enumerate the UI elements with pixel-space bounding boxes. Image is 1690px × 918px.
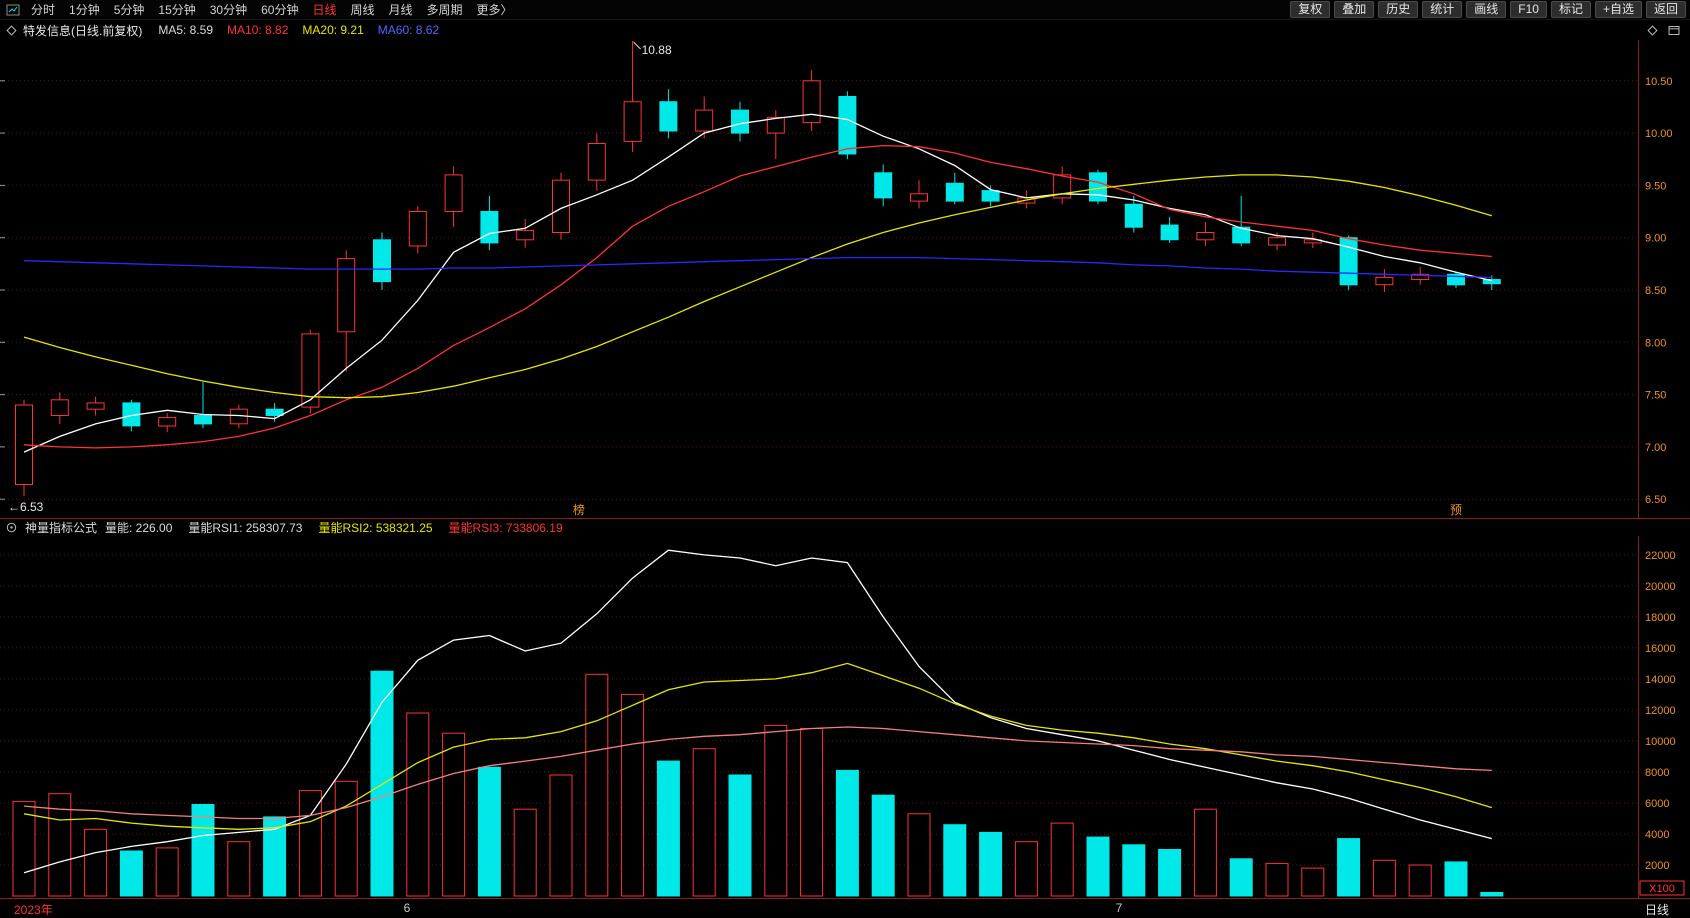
- maximize-pane-icon[interactable]: [1668, 25, 1680, 36]
- chart-title: 特发信息(日线.前复权): [23, 23, 143, 38]
- svg-text:8.50: 8.50: [1645, 285, 1666, 297]
- event-marker-预[interactable]: 预: [1450, 503, 1462, 517]
- period-tab-30分钟[interactable]: 30分钟: [209, 3, 248, 17]
- period-tab-多周期[interactable]: 多周期: [426, 3, 463, 17]
- svg-text:9.50: 9.50: [1645, 180, 1666, 192]
- indicator-field-0: 量能: 226.00: [105, 521, 173, 535]
- toolbar-button-返回[interactable]: 返回: [1645, 1, 1686, 18]
- toolbar-buttons: 复权 叠加 历史 统计 画线 F10 标记 +自选 返回: [1286, 1, 1686, 18]
- event-marker-榜[interactable]: 榜: [573, 502, 585, 517]
- ma-label-MA60: MA60: 8.62: [377, 23, 440, 37]
- indicator-field-1: 量能RSI1: 258307.73: [188, 521, 303, 535]
- svg-text:22000: 22000: [1645, 550, 1676, 562]
- period-tab-分时[interactable]: 分时: [31, 3, 56, 17]
- svg-text:8000: 8000: [1645, 767, 1669, 779]
- toolbar-button-F10[interactable]: F10: [1510, 1, 1547, 18]
- annotations-layer: 10.88 ←6.53: [8, 41, 672, 514]
- period-tab-更多〉[interactable]: 更多〉: [476, 3, 513, 17]
- volume-lines-layer: [23, 549, 1492, 874]
- ma-label-MA5: MA5: 8.59: [158, 23, 214, 37]
- period-label: 日线: [1645, 903, 1670, 917]
- indicator-diamond-icon[interactable]: [1647, 24, 1658, 36]
- svg-text:10000: 10000: [1645, 736, 1676, 748]
- volume-chart-svg[interactable]: 22000 20000 18000 16000 14000 12000 10000 8000 6…: [0, 536, 1690, 898]
- svg-text:10.00: 10.00: [1645, 128, 1673, 140]
- ma-line-MA5: [23, 113, 1492, 453]
- svg-text:X100: X100: [1649, 883, 1675, 895]
- period-tab-周线[interactable]: 周线: [350, 3, 375, 17]
- period-tab-日线[interactable]: 日线: [312, 3, 337, 17]
- ma-line-MA20: [23, 174, 1492, 399]
- month-label-7: 7: [1115, 901, 1123, 915]
- main-grid: 10.50 10.00 9.50 9.00 8.50 8.00 7.50 7.00 6.50: [0, 40, 1673, 518]
- month-label-6: 6: [403, 901, 411, 915]
- candles-layer[interactable]: [15, 41, 1501, 496]
- top-toolbar: 分时 1分钟 5分钟 15分钟 30分钟 60分钟 日线 周线 月线 多周期 更多〉 复权 叠加 历史统…: [0, 0, 1690, 20]
- indicator-name: 神量指标公式: [25, 521, 98, 535]
- svg-text:6000: 6000: [1645, 798, 1669, 810]
- svg-text:12000: 12000: [1645, 705, 1676, 717]
- toolbar-button-+自选[interactable]: +自选: [1594, 1, 1642, 18]
- ma-lines-layer: [23, 113, 1492, 453]
- toolbar-button-标记[interactable]: 标记: [1550, 1, 1591, 18]
- vol-line-3: [23, 726, 1492, 820]
- ma-label-MA20: MA20: 9.21: [302, 23, 364, 37]
- svg-text:18000: 18000: [1645, 612, 1676, 624]
- svg-text:14000: 14000: [1645, 674, 1676, 686]
- svg-text:20000: 20000: [1645, 581, 1676, 593]
- volume-grid: 22000 20000 18000 16000 14000 12000 10000 8000 6…: [0, 536, 1676, 898]
- period-tab-月线[interactable]: 月线: [388, 3, 413, 17]
- ma-line-MA10: [23, 144, 1492, 449]
- main-chart-selector-icon[interactable]: [6, 24, 17, 36]
- indicator-selector-icon[interactable]: [6, 522, 17, 533]
- svg-text:9.00: 9.00: [1645, 233, 1666, 245]
- indicator-field-2: 量能RSI2: 538321.25: [318, 521, 433, 535]
- svg-text:6.50: 6.50: [1645, 494, 1666, 506]
- volume-unit-label: X100: [1639, 880, 1685, 896]
- period-menu: 分时 1分钟 5分钟 15分钟 30分钟 60分钟 日线 周线 月线 多周期 更多〉: [24, 1, 520, 18]
- svg-text:10.50: 10.50: [1645, 76, 1673, 88]
- price-high-annotation: 10.88: [642, 43, 672, 57]
- svg-text:8.00: 8.00: [1645, 337, 1666, 349]
- toolbar-button-画线[interactable]: 画线: [1466, 1, 1507, 18]
- indicator-fields: 量能: 226.00 量能RSI1: 258307.73 量能RSI2: 53832…: [105, 519, 563, 536]
- year-label: 2023年: [14, 903, 53, 917]
- ma-line-MA60: [23, 256, 1492, 279]
- period-tab-5分钟[interactable]: 5分钟: [113, 3, 145, 17]
- svg-text:7.00: 7.00: [1645, 442, 1666, 454]
- toolbar-button-统计[interactable]: 统计: [1422, 1, 1463, 18]
- period-tab-15分钟[interactable]: 15分钟: [158, 3, 196, 17]
- toolbar-button-叠加[interactable]: 叠加: [1334, 1, 1375, 18]
- app-logo-icon: [6, 3, 20, 17]
- indicator-field-3: 量能RSI3: 733806.19: [448, 521, 563, 535]
- vol-line-2: [23, 662, 1492, 830]
- toolbar-button-历史[interactable]: 历史: [1378, 1, 1419, 18]
- svg-text:16000: 16000: [1645, 643, 1676, 655]
- svg-text:4000: 4000: [1645, 829, 1669, 841]
- toolbar-button-复权[interactable]: 复权: [1290, 1, 1331, 18]
- svg-text:7.50: 7.50: [1645, 390, 1666, 402]
- volume-bars-layer[interactable]: [12, 670, 1504, 897]
- vol-line-1: [23, 549, 1492, 874]
- price-low-annotation: ←6.53: [8, 500, 44, 514]
- time-axis[interactable]: 2023年 日线 6 7: [0, 898, 1690, 917]
- period-tab-60分钟[interactable]: 60分钟: [261, 3, 299, 17]
- period-tab-1分钟[interactable]: 1分钟: [69, 3, 100, 17]
- svg-text:2000: 2000: [1645, 860, 1669, 872]
- ma-labels: MA5: 8.59 MA10: 8.82 MA20: 9.21 MA60: 8.62: [158, 23, 439, 37]
- chart-info-bar: 特发信息(日线.前复权) MA5: 8.59 MA10: 8.82 MA20: 9.…: [0, 20, 1690, 40]
- main-chart-svg[interactable]: 10.5010.009.509.008.508.007.507.006.5010…: [0, 40, 1690, 518]
- ma-label-MA10: MA10: 8.82: [227, 23, 289, 37]
- indicator-header: 神量指标公式 量能: 226.00 量能RSI1: 258307.73 量能RSI2…: [0, 518, 1690, 536]
